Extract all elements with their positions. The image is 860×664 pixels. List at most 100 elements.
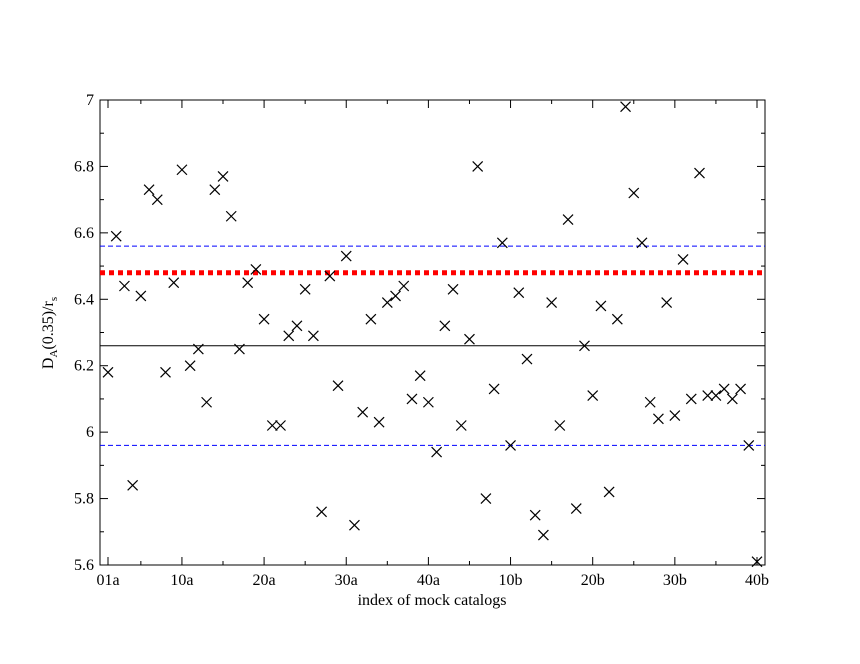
data-point xyxy=(192,343,204,355)
data-point xyxy=(628,187,640,199)
data-point xyxy=(677,254,689,265)
data-point xyxy=(505,440,516,451)
data-point xyxy=(694,167,705,179)
data-point xyxy=(135,290,147,302)
data-point xyxy=(529,509,541,521)
data-point xyxy=(160,366,171,378)
data-point xyxy=(620,101,631,113)
data-point xyxy=(718,383,730,395)
y-tick-label: 5.8 xyxy=(74,491,94,508)
x-tick-label: 20b xyxy=(581,572,605,589)
data-point xyxy=(439,320,451,332)
data-point xyxy=(710,390,722,402)
x-tick-label: 20a xyxy=(253,572,276,589)
x-tick-label: 01a xyxy=(96,572,119,589)
data-point xyxy=(332,380,344,392)
data-point xyxy=(562,214,574,225)
x-axis-label: index of mock catalogs xyxy=(358,592,507,609)
data-point xyxy=(644,396,656,408)
data-point xyxy=(414,370,426,382)
y-label-sub2: s xyxy=(48,297,60,301)
x-axis-ticks: 01a 10a 20a 30a 40a 10b 20b 30b 40b xyxy=(96,100,769,589)
x-tick-label: 10a xyxy=(170,572,193,589)
data-point xyxy=(127,479,139,491)
data-point xyxy=(685,393,697,405)
data-point xyxy=(110,230,122,242)
data-point xyxy=(357,406,369,418)
data-point xyxy=(726,393,738,405)
data-point xyxy=(209,184,221,196)
data-point xyxy=(636,237,648,249)
data-point xyxy=(652,413,664,425)
data-point xyxy=(661,297,673,309)
y-label-main: D xyxy=(40,358,57,370)
data-point xyxy=(349,519,360,531)
data-point xyxy=(250,263,262,275)
data-markers xyxy=(102,101,763,568)
data-point xyxy=(422,396,434,408)
data-point xyxy=(143,184,155,196)
y-axis-ticks: 5.6 5.8 6 6.2 6.4 6.6 6.8 7 xyxy=(74,92,765,574)
data-point xyxy=(521,353,533,365)
x-tick-label: 30a xyxy=(335,572,358,589)
data-point xyxy=(611,313,623,325)
y-label-mid: (0.35)/r xyxy=(40,301,57,350)
data-point xyxy=(702,390,714,402)
data-point xyxy=(464,333,475,345)
data-point xyxy=(587,390,599,402)
x-tick-label: 40b xyxy=(745,572,769,589)
y-tick-label: 7 xyxy=(86,92,94,109)
x-tick-label: 40a xyxy=(417,572,440,589)
data-point xyxy=(316,506,328,518)
data-point xyxy=(447,283,459,295)
data-point xyxy=(537,529,549,541)
data-point xyxy=(480,493,492,504)
y-tick-label: 6 xyxy=(86,424,94,441)
data-point xyxy=(151,194,163,206)
data-point xyxy=(242,277,254,289)
data-point xyxy=(406,393,418,405)
data-point xyxy=(373,416,385,428)
data-point xyxy=(217,170,229,182)
data-point xyxy=(669,410,681,421)
y-tick-label: 6.6 xyxy=(74,225,94,242)
data-point xyxy=(291,320,303,332)
data-point xyxy=(390,290,401,302)
data-point xyxy=(234,343,245,355)
data-point xyxy=(431,446,443,458)
data-point xyxy=(184,360,196,372)
data-point xyxy=(266,420,278,431)
data-point xyxy=(340,250,352,262)
data-point xyxy=(102,366,114,378)
data-point xyxy=(398,280,410,292)
data-point xyxy=(299,283,311,295)
plot-frame xyxy=(99,99,766,566)
data-point xyxy=(381,297,393,309)
data-point xyxy=(307,330,319,342)
data-point xyxy=(513,287,525,299)
y-label-sub1: A xyxy=(48,350,60,358)
data-point xyxy=(546,297,558,309)
data-point xyxy=(455,420,467,431)
reference-lines xyxy=(100,245,765,446)
data-point xyxy=(488,383,500,395)
data-point xyxy=(603,486,615,498)
y-tick-label: 6.4 xyxy=(74,291,94,308)
y-tick-label: 6.8 xyxy=(74,158,94,175)
data-point xyxy=(201,396,213,408)
data-point xyxy=(176,164,188,176)
x-tick-label: 10b xyxy=(499,572,523,589)
y-tick-label: 5.6 xyxy=(74,557,94,574)
data-point xyxy=(275,420,286,431)
data-point xyxy=(168,277,180,289)
y-tick-label: 6.2 xyxy=(74,358,94,375)
data-point xyxy=(283,330,295,342)
data-point xyxy=(570,503,582,514)
data-point xyxy=(735,383,746,395)
data-point xyxy=(258,313,270,325)
data-point xyxy=(365,313,377,325)
data-point xyxy=(579,340,590,352)
data-point xyxy=(119,280,130,292)
data-point xyxy=(743,440,755,451)
